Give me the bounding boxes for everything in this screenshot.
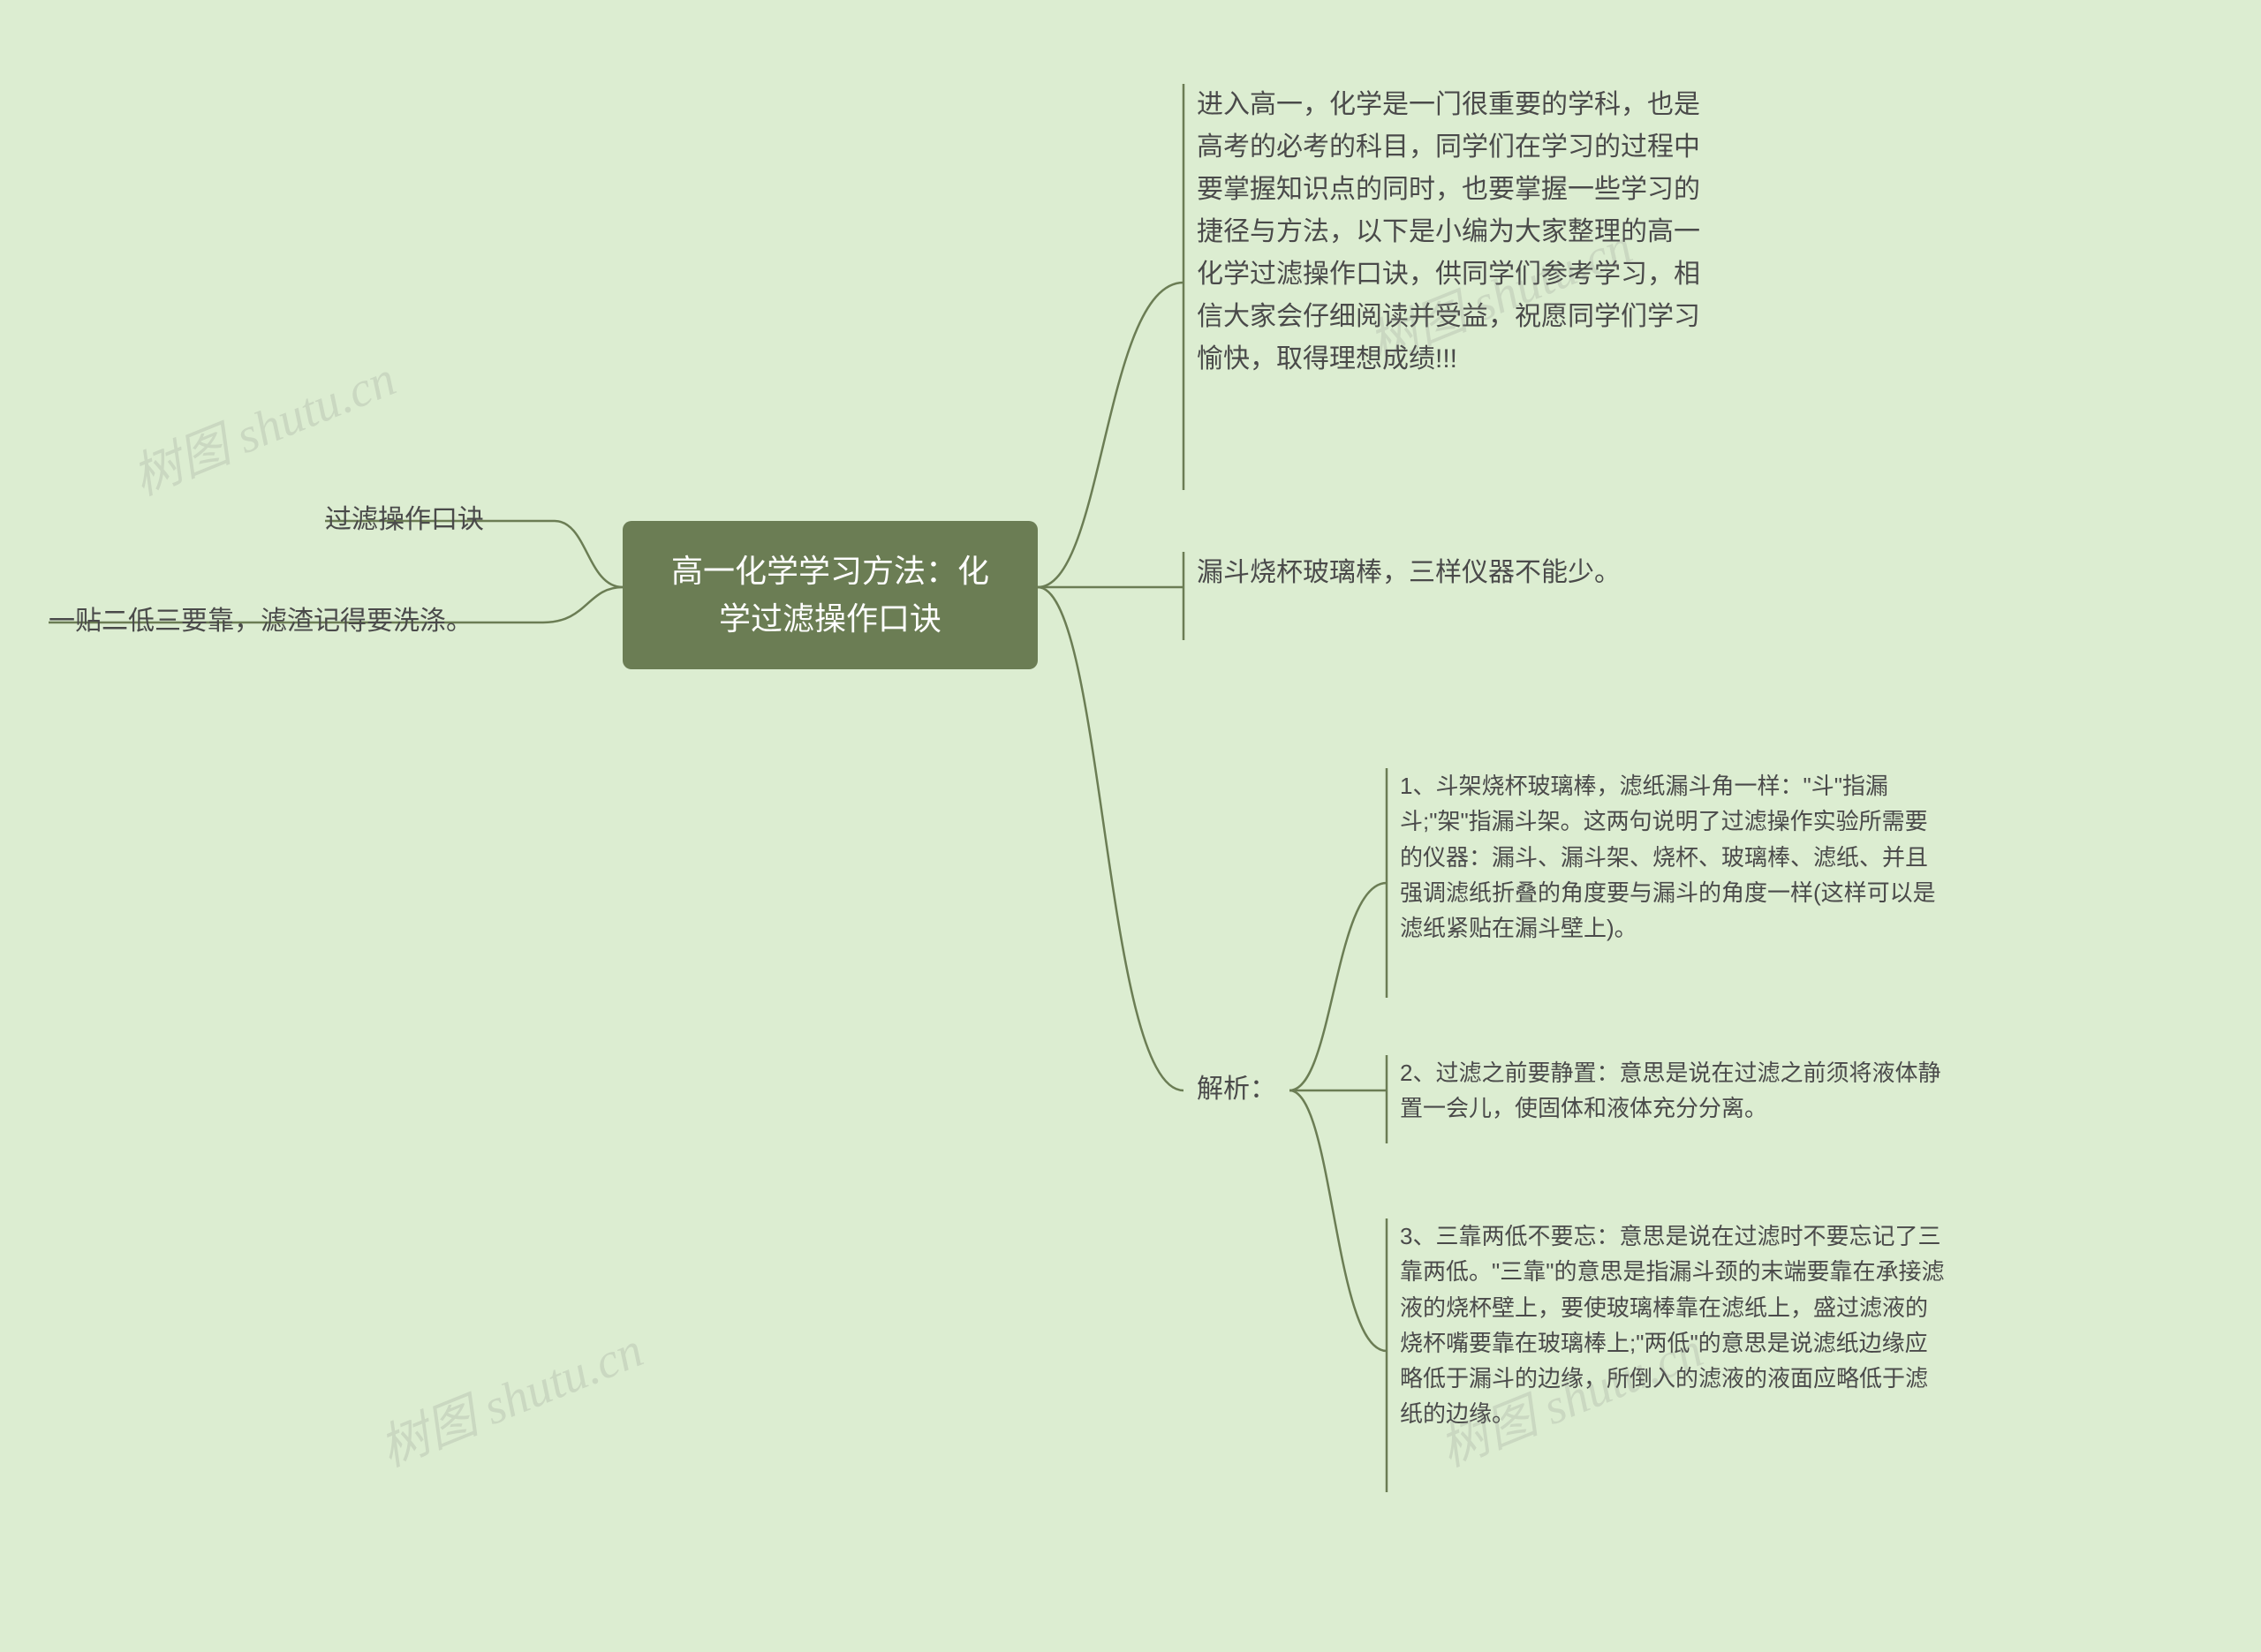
analysis-item-2: 2、过滤之前要静置：意思是说在过滤之前须将液体静置一会儿，使固体和液体充分分离。 [1400, 1055, 1947, 1127]
left-branch-1: 过滤操作口诀 [325, 499, 555, 541]
analysis-item-2-text: 2、过滤之前要静置：意思是说在过滤之前须将液体静置一会儿，使固体和液体充分分离。 [1400, 1060, 1940, 1121]
watermark-1: 树图 shutu.cn [120, 339, 405, 509]
watermark-3: 树图 shutu.cn [367, 1310, 652, 1481]
center-node: 高一化学学习方法：化学过滤操作口诀 [623, 521, 1038, 669]
right-branch-analysis: 解析： [1197, 1068, 1320, 1111]
left-branch-1-text: 过滤操作口诀 [325, 505, 484, 534]
right-branch-intro: 进入高一，化学是一门很重要的学科，也是高考的必考的科目，同学们在学习的过程中要掌… [1197, 84, 1705, 381]
analysis-item-1-text: 1、斗架烧杯玻璃棒，滤纸漏斗角一样："斗"指漏斗;"架"指漏斗架。这两句说明了过… [1400, 773, 1936, 941]
center-node-text: 高一化学学习方法：化学过滤操作口诀 [671, 553, 989, 637]
analysis-item-1: 1、斗架烧杯玻璃棒，滤纸漏斗角一样："斗"指漏斗;"架"指漏斗架。这两句说明了过… [1400, 768, 1947, 946]
left-branch-2: 一贴二低三要靠，滤渣记得要洗涤。 [49, 600, 543, 643]
right-branch-tools: 漏斗烧杯玻璃棒，三样仪器不能少。 [1197, 552, 1691, 594]
right-branch-intro-text: 进入高一，化学是一门很重要的学科，也是高考的必考的科目，同学们在学习的过程中要掌… [1197, 90, 1700, 373]
right-branch-tools-text: 漏斗烧杯玻璃棒，三样仪器不能少。 [1197, 558, 1621, 587]
analysis-item-3-text: 3、三靠两低不要忘：意思是说在过滤时不要忘记了三靠两低。"三靠"的意思是指漏斗颈… [1400, 1223, 1944, 1427]
analysis-item-3: 3、三靠两低不要忘：意思是说在过滤时不要忘记了三靠两低。"三靠"的意思是指漏斗颈… [1400, 1218, 1947, 1432]
right-branch-analysis-text: 解析： [1197, 1075, 1276, 1104]
left-branch-2-text: 一贴二低三要靠，滤渣记得要洗涤。 [49, 607, 473, 636]
